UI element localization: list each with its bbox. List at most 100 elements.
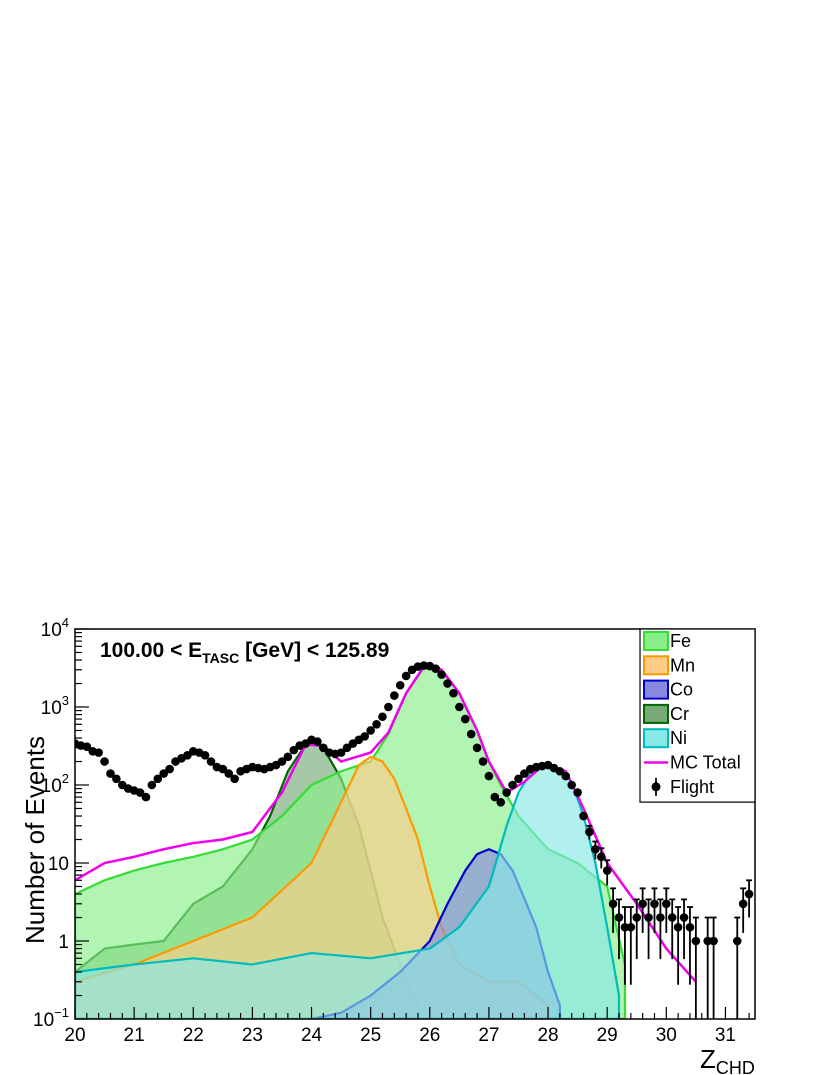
flight-point bbox=[360, 732, 370, 741]
flight-point bbox=[638, 899, 647, 909]
flight-point bbox=[147, 780, 157, 790]
legend-label: Flight bbox=[670, 777, 714, 797]
flight-point bbox=[709, 936, 718, 946]
axes: 20 21 22 23 24 25 26 27 28 29 30 31 10−1 1 10 102 103 104 bbox=[33, 615, 756, 1046]
flight-point bbox=[685, 922, 695, 932]
flight-point bbox=[159, 769, 168, 778]
energy-range-annotation: 100.00 < ETASC [GeV] < 125.89 bbox=[100, 639, 389, 666]
x-tick-label: 28 bbox=[537, 1025, 558, 1046]
legend-item-mc-total: MC Total bbox=[644, 753, 741, 773]
flight-point bbox=[490, 792, 500, 802]
flight-point bbox=[585, 827, 594, 837]
flight-point bbox=[644, 913, 653, 922]
legend-item-flight: Flight bbox=[651, 777, 714, 797]
flight-point bbox=[224, 769, 234, 778]
flight-point bbox=[502, 788, 511, 797]
flight-point bbox=[437, 670, 446, 679]
legend-swatch bbox=[643, 679, 669, 700]
x-tick-label: 20 bbox=[64, 1025, 85, 1046]
flight-point bbox=[336, 748, 346, 757]
flight-point bbox=[520, 769, 529, 778]
legend-label: Cr bbox=[670, 704, 689, 724]
flight-point bbox=[153, 774, 163, 784]
flight-point bbox=[591, 844, 600, 854]
flight-point bbox=[579, 811, 588, 821]
plot-area bbox=[75, 661, 754, 1019]
y-tick-label: 10 bbox=[48, 854, 69, 875]
flight-point bbox=[366, 726, 375, 735]
flight-point bbox=[165, 764, 174, 774]
flight-point bbox=[94, 748, 103, 757]
flight-point bbox=[508, 780, 517, 790]
series-ni bbox=[75, 764, 621, 1019]
x-tick-label: 31 bbox=[715, 1025, 736, 1046]
flight-point bbox=[662, 899, 671, 909]
flight-point bbox=[478, 757, 488, 766]
legend-label: Fe bbox=[670, 631, 691, 651]
legend-label: Ni bbox=[670, 728, 687, 748]
flight-point bbox=[679, 913, 689, 922]
flight-point bbox=[112, 774, 121, 784]
y-tick-label: 102 bbox=[41, 771, 69, 797]
flight-point bbox=[691, 936, 701, 946]
flight-point bbox=[313, 737, 322, 746]
flight-point bbox=[614, 913, 624, 922]
flight-point bbox=[230, 774, 239, 784]
flight-point bbox=[514, 774, 523, 784]
y-tick-label: 104 bbox=[41, 615, 69, 641]
flight-point bbox=[82, 742, 92, 751]
flight-point bbox=[206, 757, 216, 766]
series-flight bbox=[75, 661, 754, 1019]
flight-point bbox=[632, 913, 642, 922]
flight-point bbox=[342, 743, 352, 753]
y-tick-label: 1 bbox=[58, 932, 69, 953]
legend-label: Mn bbox=[670, 655, 695, 675]
flight-point bbox=[496, 798, 506, 807]
flight-point bbox=[738, 899, 748, 909]
legend-swatch bbox=[643, 703, 669, 724]
legend-swatch bbox=[643, 728, 669, 749]
legend-item-fe: Fe bbox=[643, 631, 691, 651]
x-tick-label: 24 bbox=[301, 1025, 323, 1046]
legend-item-cr: Cr bbox=[643, 703, 689, 724]
flight-point bbox=[573, 788, 582, 797]
flight-point bbox=[460, 714, 470, 724]
flight-point bbox=[567, 780, 576, 790]
y-tick-label: 10−1 bbox=[33, 1005, 69, 1031]
legend: Fe Mn Co Cr Ni MC Total Flight bbox=[639, 628, 756, 803]
x-tick-label: 21 bbox=[124, 1025, 145, 1046]
flight-point bbox=[602, 866, 612, 875]
flight-point bbox=[443, 679, 452, 688]
flight-point bbox=[561, 771, 571, 781]
flight-point bbox=[390, 691, 399, 700]
x-tick-label: 25 bbox=[360, 1025, 381, 1046]
flight-point bbox=[277, 757, 287, 766]
y-axis-title: Number of Events bbox=[20, 736, 50, 944]
legend-item-co: Co bbox=[643, 679, 693, 700]
flight-point bbox=[626, 922, 636, 932]
legend-swatch bbox=[643, 631, 669, 651]
flight-point bbox=[401, 671, 411, 681]
flight-point bbox=[135, 788, 145, 797]
series-ni-area bbox=[75, 764, 621, 1019]
flight-point bbox=[431, 664, 440, 673]
x-axis-title: ZCHD bbox=[700, 1044, 755, 1075]
legend-swatch bbox=[651, 782, 661, 792]
x-tick-label: 27 bbox=[478, 1025, 499, 1046]
flight-point bbox=[384, 702, 393, 712]
flight-point bbox=[200, 751, 210, 760]
flight-point bbox=[319, 743, 328, 753]
flight-point bbox=[673, 922, 683, 932]
plot-frame bbox=[74, 628, 756, 1020]
flight-point bbox=[484, 771, 494, 781]
legend-item-ni: Ni bbox=[643, 728, 687, 749]
flight-point bbox=[744, 889, 754, 899]
x-tick-label: 29 bbox=[597, 1025, 618, 1046]
x-tick-label: 22 bbox=[183, 1025, 204, 1046]
x-tick-label: 26 bbox=[419, 1025, 440, 1046]
flight-point bbox=[620, 922, 630, 932]
flight-point bbox=[732, 936, 742, 946]
x-tick-label: 23 bbox=[242, 1025, 263, 1046]
flight-point bbox=[555, 766, 565, 776]
